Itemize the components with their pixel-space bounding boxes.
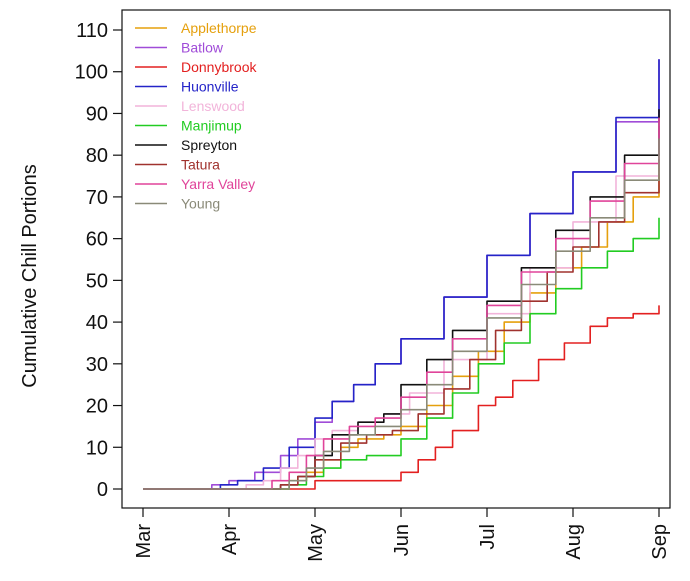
x-tick-label: Jul xyxy=(477,524,499,550)
y-tick-label: 70 xyxy=(86,187,108,209)
legend-label: Manjimup xyxy=(181,118,242,134)
plot-frame xyxy=(121,9,671,509)
y-tick-label: 50 xyxy=(86,270,108,292)
y-tick-label: 90 xyxy=(86,103,108,125)
y-tick-label: 80 xyxy=(86,145,108,167)
x-tick-label: Apr xyxy=(219,524,241,555)
legend-label: Batlow xyxy=(181,40,224,56)
series-line-donnybrook xyxy=(143,305,660,490)
legend: Applethorpe Batlow Donnybrook Huonville Lens… xyxy=(135,20,257,212)
legend-label: Spreyton xyxy=(181,137,237,153)
y-tick-label: 60 xyxy=(86,229,108,251)
y-tick-label: 100 xyxy=(75,62,108,84)
legend-label: Donnybrook xyxy=(181,59,257,75)
y-tick-label: 20 xyxy=(86,396,108,418)
series-line-huonville xyxy=(143,59,660,490)
y-tick-label: 0 xyxy=(97,479,108,501)
y-tick-label: 40 xyxy=(86,312,108,334)
x-tick-label: Mar xyxy=(133,524,155,559)
plot-border xyxy=(121,9,671,509)
legend-label: Yarra Valley xyxy=(181,176,255,192)
legend-label: Young xyxy=(181,196,220,212)
legend-label: Tatura xyxy=(181,157,220,173)
y-axis: 0 10 20 30 40 50 60 70 80 90 100 110 xyxy=(75,20,122,501)
legend-label: Lenswood xyxy=(181,98,245,114)
x-tick-label: May xyxy=(305,524,327,562)
x-axis: Mar Apr May Jun Jul Aug Sep xyxy=(133,508,671,562)
x-tick-label: Jun xyxy=(391,524,413,556)
legend-label: Applethorpe xyxy=(181,20,257,36)
series-line-yarra-valley xyxy=(143,117,660,490)
legend-label: Huonville xyxy=(181,79,239,95)
series-line-manjimup xyxy=(143,217,660,490)
y-tick-label: 110 xyxy=(76,20,108,42)
x-tick-label: Aug xyxy=(563,524,585,560)
y-axis-title: Cumulative Chill Portions xyxy=(19,164,41,387)
series-layer xyxy=(143,59,660,490)
x-tick-label: Sep xyxy=(649,524,671,560)
y-tick-label: 30 xyxy=(86,354,108,376)
y-tick-label: 10 xyxy=(86,437,108,459)
series-line-young xyxy=(143,138,660,490)
